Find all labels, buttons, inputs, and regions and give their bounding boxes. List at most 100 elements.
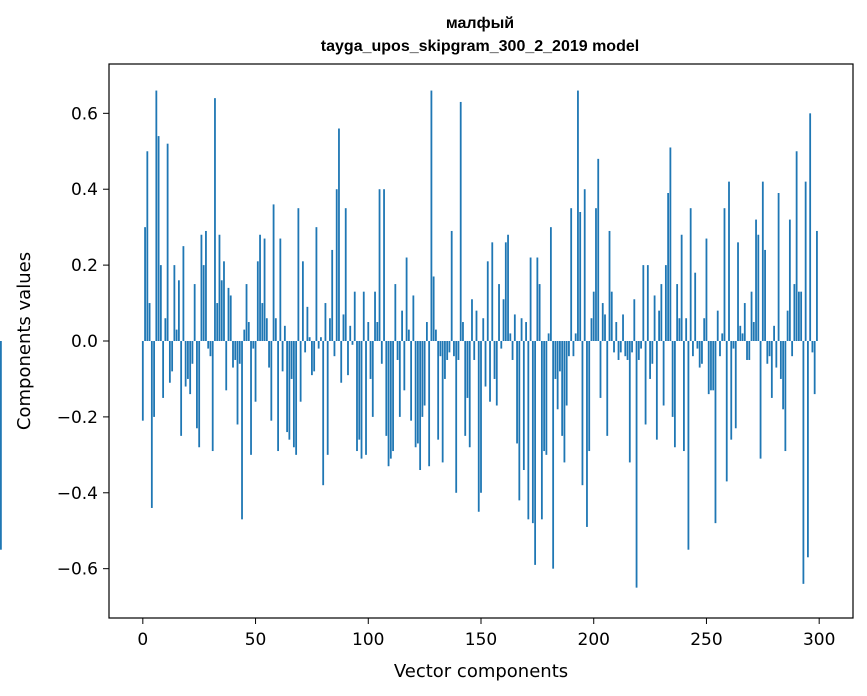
bar-211 [617,341,620,360]
bar-90 [344,208,347,341]
bar-99 [365,341,367,455]
bar-200 [592,291,595,341]
y-tick-label: 0.6 [71,104,98,124]
bar-70 [299,341,302,402]
bar-83 [329,318,331,341]
bar-35 [220,280,223,341]
bar-18 [182,246,185,341]
bar-108 [385,341,388,436]
bar-65 [288,341,291,440]
bar-116 [403,341,406,391]
bar-249 [703,318,706,341]
bar-45 [243,329,246,341]
bar-106 [380,341,383,364]
bar-24 [196,341,198,429]
bar-141 [459,101,462,341]
bar-261 [730,341,733,440]
bar-287 [788,219,791,341]
bar-63 [283,325,286,341]
bar-245 [694,272,697,341]
bar-32 [214,98,216,342]
bar-44 [241,341,243,520]
bar-234 [669,147,672,341]
bar-55 [265,318,268,341]
bar-151 [482,318,485,341]
bar-247 [698,341,701,368]
bar-12 [168,341,171,383]
bar-79 [320,337,322,341]
bar-95 [356,341,358,452]
bar-125 [423,341,426,406]
bar-217 [631,341,633,353]
bar-132 [439,341,442,357]
bar-56 [268,341,270,368]
bar-98 [362,291,365,341]
bar-295 [807,341,809,558]
bar-157 [495,341,498,406]
y-tick-label: 0.4 [71,180,98,200]
bar-84 [331,249,334,341]
bar-28 [205,230,207,341]
bar-242 [687,341,690,550]
y-axis-ticks: −0.6 −0.4 −0.2 0.0 0.2 0.4 0.6 [57,104,109,580]
bar-19 [184,341,187,387]
bar-138 [453,341,455,357]
bar-77 [315,227,318,341]
bar-240 [683,341,685,452]
bar-128 [430,90,433,341]
bar-186 [561,341,564,436]
bar-71 [301,261,304,341]
bar-113 [396,341,399,360]
bar-41 [234,341,237,360]
bar-5 [153,341,155,417]
bar-259 [725,341,728,482]
bar-66 [290,341,293,379]
bar-3 [148,303,151,341]
bar-81 [324,303,327,341]
bar-78 [317,341,320,349]
bar-189 [568,341,570,357]
bar-33 [216,303,219,341]
bar-64 [286,341,289,433]
y-tick-label: 0.0 [71,332,98,352]
bar-6 [155,90,158,341]
bar-112 [394,284,397,341]
bar-230 [660,284,663,341]
bar-294 [804,181,807,341]
bar-227 [653,295,656,341]
bar-2 [146,151,149,341]
x-tick-label: 0 [137,630,148,650]
bar-192 [574,333,577,341]
bar-167 [518,341,521,501]
bar-155 [491,242,494,341]
bar-262 [732,341,735,349]
bar-96 [358,341,361,440]
bar-183 [554,341,557,379]
bar-191 [572,341,575,357]
bar-164 [511,341,514,360]
bar-40 [232,341,234,368]
y-tick-label: −0.6 [57,560,98,580]
bar-43 [238,341,241,364]
bar-15 [175,329,178,341]
bar-119 [410,341,413,421]
bar-39 [229,295,232,341]
bar-59 [274,318,277,341]
bar-86 [335,189,338,341]
chart-title: малфый [446,15,514,32]
bar-94 [353,291,356,341]
bar-123 [419,341,422,471]
x-tick-label: 300 [803,630,835,650]
bar-76 [313,341,316,372]
bar-176 [538,284,541,341]
bar-142 [462,322,464,341]
bar-131 [437,341,440,440]
bar-225 [649,341,651,379]
bar-253 [712,341,715,391]
bar-122 [416,341,419,444]
bar-101 [369,341,372,379]
bar-148 [475,310,478,341]
bar-218 [633,299,636,341]
